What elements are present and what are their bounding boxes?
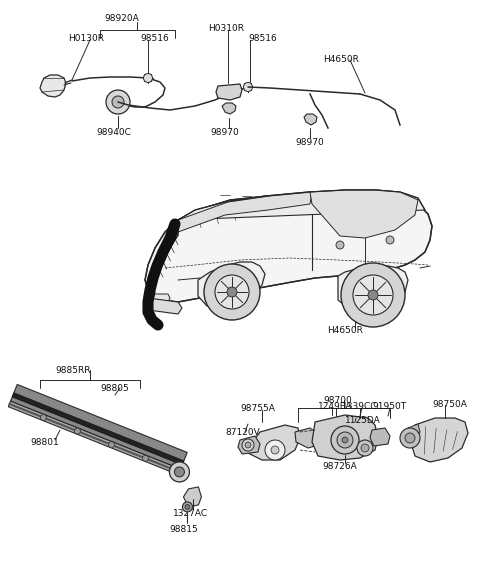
Polygon shape bbox=[216, 84, 242, 100]
Polygon shape bbox=[148, 285, 155, 298]
Text: 98750A: 98750A bbox=[432, 400, 467, 409]
Circle shape bbox=[361, 444, 369, 452]
Polygon shape bbox=[12, 393, 184, 465]
Polygon shape bbox=[245, 425, 300, 460]
Circle shape bbox=[169, 462, 190, 482]
Circle shape bbox=[204, 264, 260, 320]
Polygon shape bbox=[310, 190, 418, 238]
Polygon shape bbox=[183, 487, 202, 507]
Circle shape bbox=[342, 437, 348, 443]
Polygon shape bbox=[238, 436, 260, 454]
Circle shape bbox=[108, 442, 114, 448]
Text: 1327AC: 1327AC bbox=[173, 509, 208, 518]
Circle shape bbox=[144, 73, 153, 82]
Circle shape bbox=[405, 433, 415, 443]
Text: 1249EA: 1249EA bbox=[318, 402, 352, 411]
Circle shape bbox=[331, 426, 359, 454]
Circle shape bbox=[265, 440, 285, 460]
Polygon shape bbox=[178, 190, 425, 220]
Polygon shape bbox=[408, 424, 420, 440]
Circle shape bbox=[40, 415, 47, 420]
Circle shape bbox=[215, 275, 249, 309]
Circle shape bbox=[400, 428, 420, 448]
Polygon shape bbox=[410, 418, 468, 462]
Text: 98801: 98801 bbox=[30, 438, 59, 447]
Polygon shape bbox=[222, 103, 236, 114]
Polygon shape bbox=[145, 193, 432, 302]
Polygon shape bbox=[198, 262, 265, 308]
Text: 98805: 98805 bbox=[100, 384, 129, 393]
Polygon shape bbox=[304, 114, 317, 125]
Circle shape bbox=[341, 263, 405, 327]
Polygon shape bbox=[153, 294, 170, 303]
Polygon shape bbox=[178, 192, 312, 232]
Circle shape bbox=[336, 241, 344, 249]
Text: 98920A: 98920A bbox=[104, 14, 139, 23]
Text: 98815: 98815 bbox=[169, 525, 198, 534]
Text: 98970: 98970 bbox=[210, 128, 239, 137]
Circle shape bbox=[357, 440, 373, 456]
Text: 98726A: 98726A bbox=[322, 462, 357, 471]
Polygon shape bbox=[153, 224, 178, 278]
Circle shape bbox=[353, 275, 393, 315]
Circle shape bbox=[242, 439, 254, 451]
Polygon shape bbox=[312, 415, 378, 460]
Text: 98970: 98970 bbox=[295, 138, 324, 147]
Polygon shape bbox=[295, 428, 320, 448]
Circle shape bbox=[386, 236, 394, 244]
Polygon shape bbox=[40, 75, 66, 97]
Text: 91950T: 91950T bbox=[372, 402, 406, 411]
Text: 1125DA: 1125DA bbox=[345, 416, 381, 425]
Polygon shape bbox=[338, 266, 408, 310]
Circle shape bbox=[243, 82, 252, 91]
Text: 1339CC: 1339CC bbox=[342, 402, 377, 411]
Text: 98940C: 98940C bbox=[96, 128, 131, 137]
Circle shape bbox=[227, 287, 237, 297]
Text: H4650R: H4650R bbox=[323, 55, 359, 64]
Text: H4650R: H4650R bbox=[327, 326, 363, 335]
Polygon shape bbox=[8, 401, 180, 475]
Text: 98516: 98516 bbox=[248, 34, 277, 43]
Text: 98755A: 98755A bbox=[240, 404, 275, 413]
Circle shape bbox=[106, 90, 130, 114]
Circle shape bbox=[185, 504, 190, 509]
Circle shape bbox=[368, 290, 378, 300]
Text: 98516: 98516 bbox=[140, 34, 169, 43]
Circle shape bbox=[271, 446, 279, 454]
Circle shape bbox=[337, 432, 353, 448]
Circle shape bbox=[143, 456, 148, 461]
Polygon shape bbox=[148, 222, 178, 290]
Text: 98700: 98700 bbox=[323, 396, 352, 405]
Circle shape bbox=[112, 96, 124, 108]
Circle shape bbox=[182, 502, 192, 512]
Text: 87120V: 87120V bbox=[225, 428, 260, 437]
Polygon shape bbox=[370, 428, 390, 446]
Text: H0130R: H0130R bbox=[68, 34, 104, 43]
Text: 9885RR: 9885RR bbox=[55, 366, 91, 375]
Text: H0310R: H0310R bbox=[208, 24, 244, 33]
Circle shape bbox=[74, 428, 81, 434]
Circle shape bbox=[174, 467, 184, 477]
Circle shape bbox=[245, 442, 251, 448]
Polygon shape bbox=[146, 298, 182, 314]
Polygon shape bbox=[11, 385, 187, 469]
